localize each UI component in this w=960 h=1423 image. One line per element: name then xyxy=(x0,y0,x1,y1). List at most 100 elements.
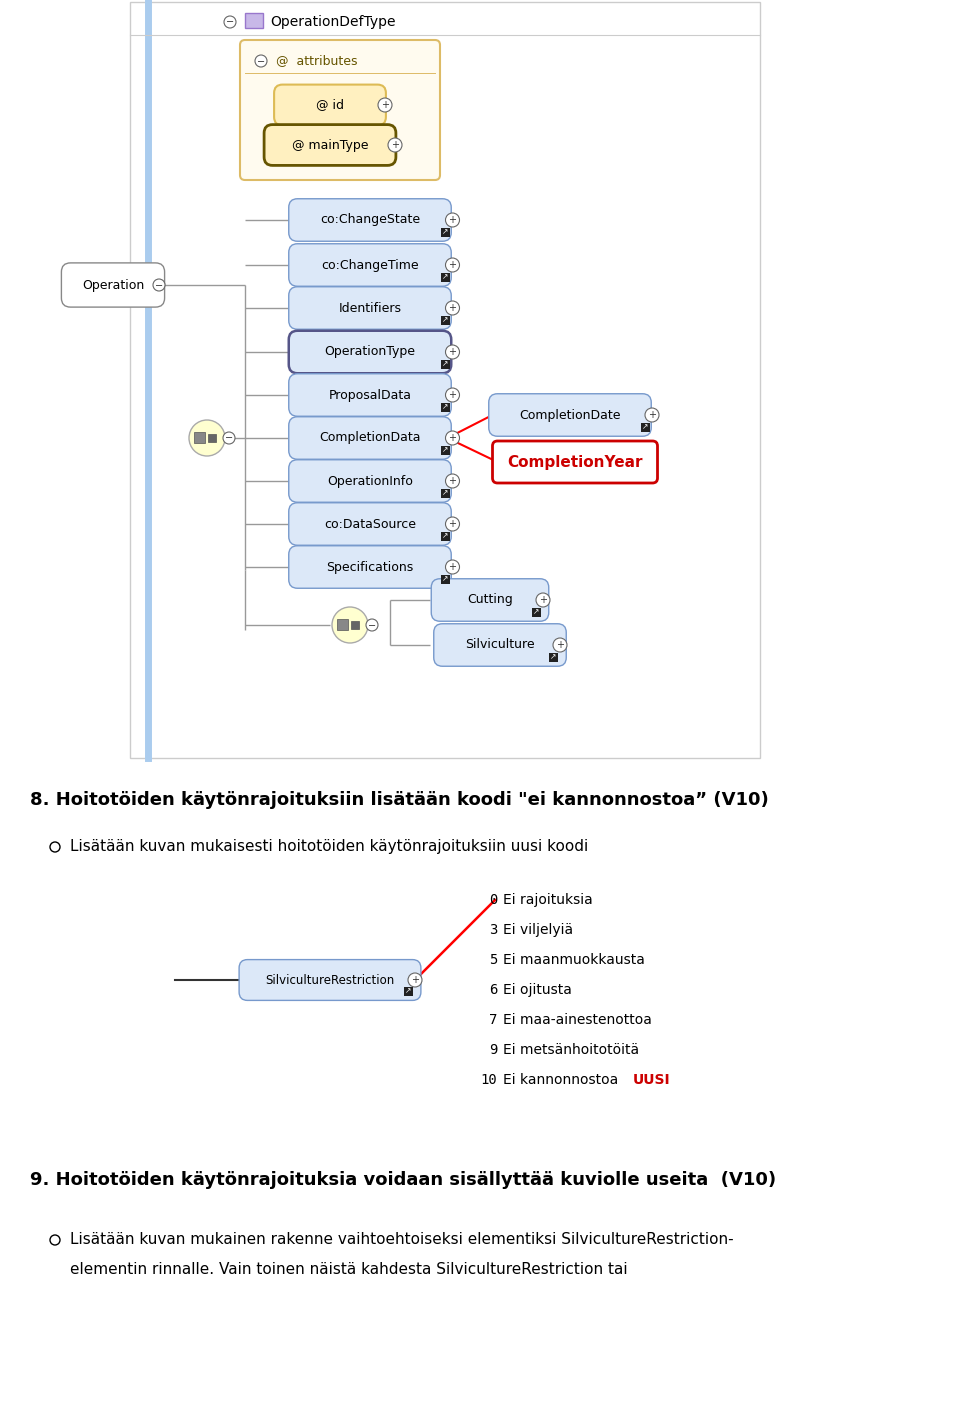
Bar xyxy=(441,316,450,324)
Text: 3: 3 xyxy=(489,924,497,936)
Text: CompletionDate: CompletionDate xyxy=(519,408,621,421)
Text: +: + xyxy=(391,139,399,149)
Text: +: + xyxy=(448,519,457,529)
Text: ↗: ↗ xyxy=(443,228,448,236)
Text: ↗: ↗ xyxy=(443,532,448,541)
FancyBboxPatch shape xyxy=(431,579,549,622)
Text: ↗: ↗ xyxy=(443,403,448,411)
Text: 9: 9 xyxy=(489,1043,497,1057)
Text: Ei kannonnostoa: Ei kannonnostoa xyxy=(503,1073,623,1087)
Circle shape xyxy=(536,593,550,608)
Text: UUSI: UUSI xyxy=(633,1073,671,1087)
Text: +: + xyxy=(539,595,547,605)
Text: ↗: ↗ xyxy=(550,653,556,662)
Text: +: + xyxy=(448,562,457,572)
Text: Cutting: Cutting xyxy=(468,593,513,606)
Text: −: − xyxy=(225,434,233,444)
Bar xyxy=(441,403,450,411)
Circle shape xyxy=(408,973,422,988)
FancyBboxPatch shape xyxy=(289,330,451,373)
FancyBboxPatch shape xyxy=(434,623,566,666)
Text: SilvicultureRestriction: SilvicultureRestriction xyxy=(265,973,395,986)
Text: +: + xyxy=(411,975,419,985)
Text: −: − xyxy=(155,280,163,290)
Bar xyxy=(441,488,450,498)
Text: Ei ojitusta: Ei ojitusta xyxy=(503,983,572,998)
Text: ↗: ↗ xyxy=(443,488,448,498)
Text: +: + xyxy=(648,410,656,420)
Circle shape xyxy=(255,55,267,67)
Text: co:DataSource: co:DataSource xyxy=(324,518,416,531)
Text: CompletionYear: CompletionYear xyxy=(507,454,643,470)
FancyBboxPatch shape xyxy=(275,84,386,125)
Circle shape xyxy=(445,517,460,531)
FancyBboxPatch shape xyxy=(289,287,451,329)
Circle shape xyxy=(445,302,460,314)
Text: Operation: Operation xyxy=(82,279,144,292)
FancyBboxPatch shape xyxy=(492,441,658,482)
Text: 7: 7 xyxy=(489,1013,497,1027)
FancyBboxPatch shape xyxy=(264,125,396,165)
Text: +: + xyxy=(381,100,389,110)
FancyBboxPatch shape xyxy=(240,40,440,179)
Circle shape xyxy=(553,638,567,652)
Circle shape xyxy=(445,561,460,573)
Bar xyxy=(130,1,760,758)
Text: OperationType: OperationType xyxy=(324,346,416,359)
Circle shape xyxy=(223,433,235,444)
Text: +: + xyxy=(448,477,457,487)
FancyBboxPatch shape xyxy=(239,959,420,1000)
FancyBboxPatch shape xyxy=(289,502,451,545)
Bar xyxy=(441,532,450,541)
Text: Silviculture: Silviculture xyxy=(466,639,535,652)
Bar xyxy=(441,575,450,583)
Text: +: + xyxy=(448,303,457,313)
Circle shape xyxy=(378,98,392,112)
Text: 5: 5 xyxy=(489,953,497,968)
Text: +: + xyxy=(448,390,457,400)
Text: Lisätään kuvan mukainen rakenne vaihtoehtoiseksi elementiksi SilvicultureRestric: Lisätään kuvan mukainen rakenne vaihtoeh… xyxy=(70,1232,733,1248)
Text: +: + xyxy=(556,640,564,650)
Bar xyxy=(441,445,450,454)
Text: 0: 0 xyxy=(489,894,497,906)
Text: +: + xyxy=(448,347,457,357)
Circle shape xyxy=(189,420,225,455)
Circle shape xyxy=(445,388,460,403)
Text: co:ChangeTime: co:ChangeTime xyxy=(322,259,419,272)
Bar xyxy=(194,433,205,443)
Text: 8. Hoitotöiden käytönrajoituksiin lisätään koodi "ei kannonnostoa” (V10): 8. Hoitotöiden käytönrajoituksiin lisätä… xyxy=(30,791,769,810)
Text: 10: 10 xyxy=(480,1073,497,1087)
Text: ↗: ↗ xyxy=(405,986,411,996)
Text: +: + xyxy=(448,433,457,443)
Text: Lisätään kuvan mukaisesti hoitotöiden käytönrajoituksiin uusi koodi: Lisätään kuvan mukaisesti hoitotöiden kä… xyxy=(70,840,588,854)
FancyBboxPatch shape xyxy=(289,460,451,502)
Text: OperationInfo: OperationInfo xyxy=(327,474,413,488)
Text: −: − xyxy=(226,17,234,27)
Text: ↗: ↗ xyxy=(443,575,448,583)
Text: Specifications: Specifications xyxy=(326,561,414,573)
FancyBboxPatch shape xyxy=(289,199,451,242)
Circle shape xyxy=(445,474,460,488)
Bar xyxy=(441,272,450,282)
Bar xyxy=(403,986,413,996)
Text: ↗: ↗ xyxy=(443,272,448,282)
Text: Ei metsänhoitotöitä: Ei metsänhoitotöitä xyxy=(503,1043,639,1057)
Text: −: − xyxy=(257,57,265,67)
Text: Ei rajoituksia: Ei rajoituksia xyxy=(503,894,592,906)
Circle shape xyxy=(645,408,659,423)
Circle shape xyxy=(366,619,378,630)
Text: +: + xyxy=(448,260,457,270)
Text: +: + xyxy=(448,215,457,225)
Bar xyxy=(532,608,540,616)
Text: ↗: ↗ xyxy=(443,445,448,454)
Text: ↗: ↗ xyxy=(443,360,448,369)
FancyBboxPatch shape xyxy=(61,263,164,307)
Circle shape xyxy=(445,258,460,272)
Circle shape xyxy=(153,279,165,290)
FancyBboxPatch shape xyxy=(289,374,451,417)
Bar xyxy=(548,653,558,662)
Bar xyxy=(351,620,359,629)
Circle shape xyxy=(224,16,236,28)
Text: Ei maanmuokkausta: Ei maanmuokkausta xyxy=(503,953,645,968)
Bar xyxy=(208,434,216,443)
